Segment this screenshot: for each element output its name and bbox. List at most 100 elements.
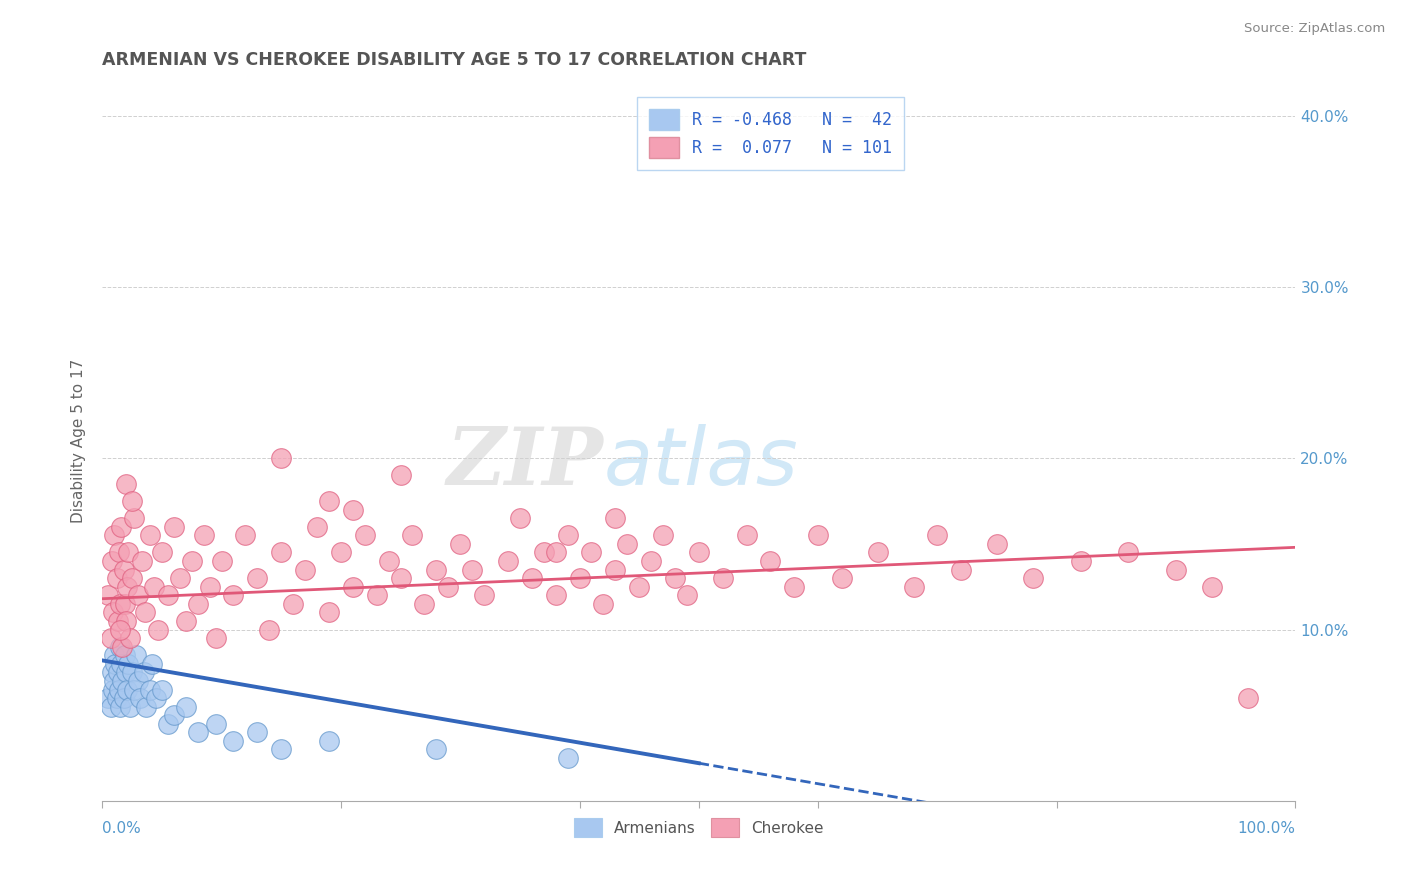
Point bbox=[581, 545, 603, 559]
Point bbox=[986, 537, 1008, 551]
Point bbox=[117, 580, 139, 594]
Point bbox=[180, 554, 202, 568]
Point bbox=[110, 657, 132, 671]
Point bbox=[807, 528, 830, 542]
Point bbox=[134, 606, 156, 620]
Point bbox=[156, 588, 179, 602]
Point bbox=[557, 528, 579, 542]
Text: 100.0%: 100.0% bbox=[1237, 821, 1295, 836]
Point bbox=[115, 665, 138, 680]
Point bbox=[281, 597, 304, 611]
Point bbox=[156, 716, 179, 731]
Point bbox=[107, 665, 129, 680]
Point bbox=[115, 477, 138, 491]
Point bbox=[735, 528, 758, 542]
Point bbox=[389, 468, 412, 483]
Point bbox=[520, 571, 543, 585]
Point bbox=[127, 673, 149, 688]
Point bbox=[111, 673, 134, 688]
Point bbox=[108, 640, 131, 654]
Y-axis label: Disability Age 5 to 17: Disability Age 5 to 17 bbox=[72, 359, 86, 524]
Point bbox=[131, 554, 153, 568]
Point bbox=[163, 520, 186, 534]
Point bbox=[246, 725, 269, 739]
Point bbox=[110, 520, 132, 534]
Point bbox=[222, 734, 245, 748]
Point bbox=[318, 494, 340, 508]
Point bbox=[139, 682, 162, 697]
Point bbox=[198, 580, 221, 594]
Point bbox=[108, 682, 131, 697]
Point bbox=[605, 563, 627, 577]
Point bbox=[107, 614, 129, 628]
Point bbox=[496, 554, 519, 568]
Point bbox=[628, 580, 651, 594]
Point bbox=[150, 545, 173, 559]
Point bbox=[117, 682, 139, 697]
Point bbox=[100, 631, 122, 645]
Point bbox=[124, 648, 146, 663]
Point bbox=[108, 545, 131, 559]
Point bbox=[1070, 554, 1092, 568]
Point bbox=[118, 631, 141, 645]
Point bbox=[222, 588, 245, 602]
Point bbox=[142, 580, 165, 594]
Point bbox=[193, 528, 215, 542]
Point bbox=[270, 742, 292, 756]
Point bbox=[101, 606, 124, 620]
Point bbox=[461, 563, 484, 577]
Point bbox=[605, 511, 627, 525]
Point bbox=[557, 751, 579, 765]
Point bbox=[204, 716, 226, 731]
Point bbox=[592, 597, 614, 611]
Point bbox=[111, 640, 134, 654]
Point bbox=[150, 682, 173, 697]
Point bbox=[437, 580, 460, 594]
Legend: Armenians, Cherokee: Armenians, Cherokee bbox=[568, 812, 830, 844]
Point bbox=[568, 571, 591, 585]
Point bbox=[108, 597, 131, 611]
Point bbox=[831, 571, 853, 585]
Point bbox=[124, 682, 146, 697]
Point bbox=[235, 528, 257, 542]
Point bbox=[103, 528, 125, 542]
Point bbox=[950, 563, 973, 577]
Point bbox=[544, 545, 567, 559]
Point bbox=[389, 571, 412, 585]
Point bbox=[664, 571, 686, 585]
Point bbox=[163, 708, 186, 723]
Point bbox=[318, 734, 340, 748]
Point bbox=[108, 623, 131, 637]
Point bbox=[103, 673, 125, 688]
Point bbox=[187, 597, 209, 611]
Point bbox=[114, 648, 136, 663]
Point bbox=[377, 554, 399, 568]
Point bbox=[366, 588, 388, 602]
Point bbox=[115, 614, 138, 628]
Text: 0.0%: 0.0% bbox=[103, 821, 141, 836]
Point bbox=[294, 563, 316, 577]
Point bbox=[100, 665, 122, 680]
Point bbox=[129, 691, 152, 706]
Point bbox=[112, 691, 135, 706]
Point bbox=[187, 725, 209, 739]
Point bbox=[305, 520, 328, 534]
Point bbox=[1022, 571, 1045, 585]
Point bbox=[640, 554, 662, 568]
Point bbox=[97, 691, 120, 706]
Point bbox=[509, 511, 531, 525]
Point bbox=[866, 545, 889, 559]
Point bbox=[1236, 691, 1258, 706]
Point bbox=[318, 606, 340, 620]
Point bbox=[533, 545, 555, 559]
Point bbox=[103, 648, 125, 663]
Point bbox=[472, 588, 495, 602]
Point bbox=[270, 545, 292, 559]
Point bbox=[117, 657, 139, 671]
Point bbox=[783, 580, 806, 594]
Point bbox=[927, 528, 949, 542]
Point bbox=[127, 588, 149, 602]
Point bbox=[108, 699, 131, 714]
Point bbox=[413, 597, 436, 611]
Point bbox=[401, 528, 423, 542]
